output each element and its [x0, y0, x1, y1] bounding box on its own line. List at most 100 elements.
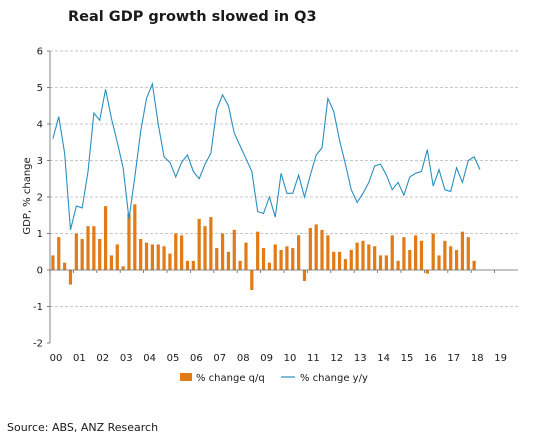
legend-label-qq: % change q/q — [196, 373, 265, 384]
bar-qq — [337, 251, 342, 270]
y-tick-label: -2 — [33, 339, 43, 350]
x-tick-label: 12 — [330, 353, 343, 364]
bar-qq — [355, 242, 359, 270]
bar-qq — [320, 229, 324, 270]
bar-qq — [367, 244, 371, 270]
bar-qq — [57, 237, 61, 270]
bar-qq — [197, 218, 201, 270]
bar-qq — [174, 233, 178, 270]
bar-qq — [373, 246, 377, 270]
bar-qq — [256, 231, 260, 270]
bar-qq — [449, 246, 453, 270]
bar-qq — [150, 244, 154, 270]
bar-qq — [86, 226, 90, 270]
bar-qq — [326, 235, 330, 270]
bar-qq — [308, 228, 312, 270]
bar-qq — [361, 240, 365, 270]
bar-qq — [384, 255, 388, 270]
y-tick-label: 0 — [37, 266, 43, 277]
source-note: Source: ABS, ANZ Research — [7, 421, 158, 434]
x-tick-label: 04 — [143, 353, 156, 364]
bar-series-qq — [51, 204, 476, 291]
bar-qq — [314, 224, 318, 270]
bar-qq — [63, 262, 67, 270]
bar-qq — [443, 240, 447, 270]
x-tick-label: 01 — [73, 353, 86, 364]
bar-qq — [168, 253, 172, 270]
bar-qq — [425, 270, 429, 274]
bar-qq — [156, 244, 160, 270]
chart-title: Real GDP growth slowed in Q3 — [68, 9, 317, 25]
gridlines — [50, 50, 518, 307]
y-tick-label: 1 — [37, 229, 43, 240]
bar-qq — [220, 233, 225, 270]
bar-qq — [332, 251, 336, 270]
bar-qq — [396, 260, 400, 270]
bar-qq — [103, 206, 108, 270]
x-tick-label: 17 — [447, 353, 460, 364]
bar-qq — [133, 204, 137, 270]
bar-qq — [98, 238, 102, 270]
x-tick-label: 07 — [213, 353, 226, 364]
bar-qq — [51, 255, 55, 270]
bar-qq — [431, 233, 435, 270]
x-tick-label: 08 — [237, 353, 250, 364]
x-tick-label: 10 — [284, 353, 297, 364]
x-axis-ticks: 00 01 02 03 04 05 06 07 08 09 10 11 12 13 14 15 16 17 18 19 — [49, 270, 507, 364]
bar-qq — [437, 255, 441, 270]
bar-qq — [302, 270, 307, 281]
bar-qq — [414, 235, 418, 270]
y-tick-label: 3 — [37, 156, 43, 167]
bar-qq — [250, 270, 254, 291]
legend: % change q/q % change y/y — [180, 373, 368, 384]
bar-qq — [74, 233, 78, 270]
x-tick-label: 13 — [354, 353, 367, 364]
y-tick-label: 2 — [37, 193, 43, 204]
bar-qq — [273, 244, 277, 270]
bar-qq — [68, 270, 73, 285]
bar-qq — [419, 240, 424, 270]
bar-qq — [454, 249, 459, 270]
bar-qq — [139, 238, 143, 270]
bar-qq — [238, 260, 242, 270]
bar-qq — [297, 235, 301, 270]
y-tick-label: 4 — [37, 120, 43, 131]
bar-qq — [244, 242, 248, 270]
bar-qq — [390, 235, 394, 270]
y-axis-ticks: -2 -1 0 1 2 3 4 5 6 — [33, 47, 50, 350]
x-tick-label: 02 — [96, 353, 109, 364]
bar-qq — [121, 266, 125, 270]
bar-qq — [291, 248, 295, 270]
bar-qq — [92, 226, 96, 270]
bar-qq — [285, 246, 289, 270]
bar-qq — [215, 248, 219, 270]
x-tick-label: 06 — [190, 353, 203, 364]
bar-qq — [144, 242, 149, 270]
y-tick-label: 5 — [37, 83, 43, 94]
x-tick-label: 15 — [401, 353, 414, 364]
bar-qq — [185, 260, 190, 270]
x-tick-label: 14 — [377, 353, 390, 364]
bar-qq — [80, 238, 84, 270]
bar-qq — [232, 229, 236, 270]
x-tick-label: 11 — [307, 353, 320, 364]
bar-qq — [127, 213, 131, 270]
y-tick-label: 6 — [37, 47, 43, 58]
bar-qq — [261, 248, 266, 270]
bar-qq — [279, 249, 283, 270]
bar-qq — [267, 262, 271, 270]
bar-qq — [408, 249, 412, 270]
bar-qq — [180, 235, 184, 270]
bar-qq — [209, 217, 213, 270]
x-tick-label: 19 — [494, 353, 507, 364]
bar-qq — [466, 237, 470, 270]
line-series-yy — [52, 81, 481, 230]
bar-qq — [343, 259, 348, 270]
legend-swatch-qq — [180, 373, 192, 381]
y-axis-label: GDP, % change — [22, 157, 33, 234]
x-tick-label: 03 — [120, 353, 133, 364]
x-tick-label: 00 — [50, 353, 63, 364]
x-tick-label: 16 — [424, 353, 437, 364]
bar-qq — [226, 251, 231, 270]
